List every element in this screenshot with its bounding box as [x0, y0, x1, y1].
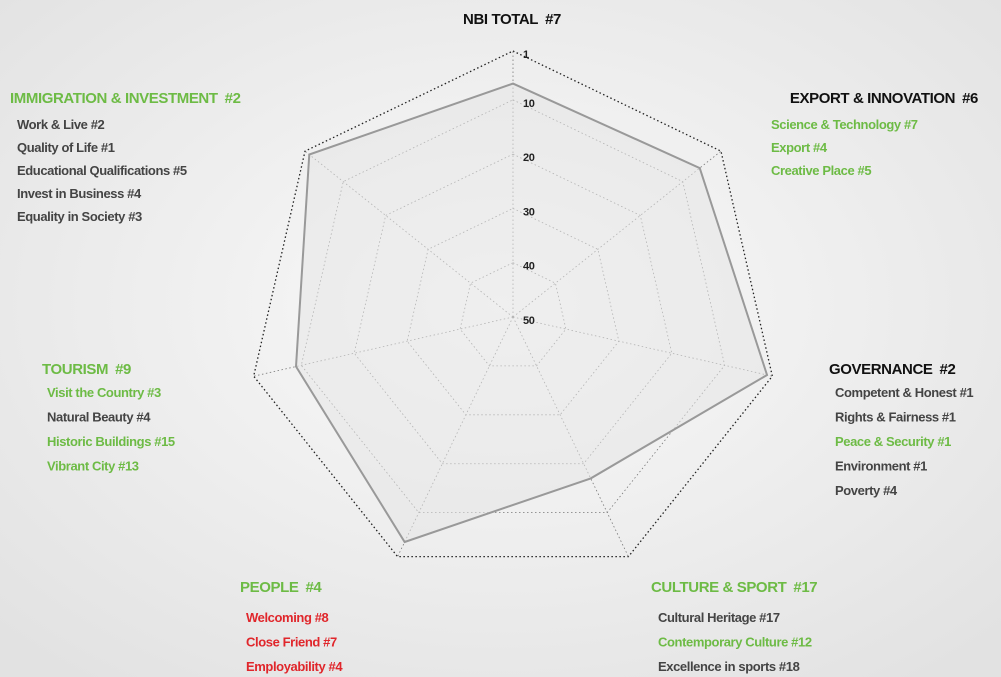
category-label: TOURISM #9 — [42, 361, 131, 378]
sub-item: Work & Live #2 — [17, 117, 105, 132]
sub-item: Natural Beauty #4 — [47, 410, 151, 425]
sub-item: Excellence in sports #18 — [658, 659, 800, 674]
rank-area — [294, 82, 769, 544]
category-rank: #7 — [545, 11, 561, 28]
sub-item: Export #4 — [771, 140, 828, 155]
category-name: CULTURE & SPORT — [651, 579, 787, 596]
sub-item: Poverty #4 — [835, 483, 898, 498]
category-name: EXPORT & INNOVATION — [790, 90, 955, 107]
sub-item: Creative Place #5 — [771, 163, 871, 178]
category-name: PEOPLE — [240, 579, 299, 596]
category-label: IMMIGRATION & INVESTMENT #2 — [10, 90, 241, 107]
category-rank: #2 — [225, 90, 241, 107]
sub-item: Equality in Society #3 — [17, 209, 142, 224]
sub-item: Visit the Country #3 — [47, 385, 161, 400]
sub-item: Cultural Heritage #17 — [658, 610, 780, 625]
category-label: PEOPLE #4 — [240, 579, 322, 596]
sub-item: Vibrant City #13 — [47, 459, 139, 474]
category-name: NBI TOTAL — [463, 11, 538, 28]
sub-item: Close Friend #7 — [246, 635, 337, 650]
sub-item: Science & Technology #7 — [771, 117, 918, 132]
sub-item: Rights & Fairness #1 — [835, 410, 956, 425]
sub-item: Welcoming #8 — [246, 610, 329, 625]
sub-item: Competent & Honest #1 — [835, 385, 973, 400]
category-rank: #9 — [115, 361, 131, 378]
sub-item: Invest in Business #4 — [17, 186, 142, 201]
category-rank: #17 — [793, 579, 817, 596]
category-label: EXPORT & INNOVATION #6 — [790, 90, 978, 107]
category-name: TOURISM — [42, 361, 108, 378]
sub-item: Peace & Security #1 — [835, 434, 951, 449]
category-label: NBI TOTAL #7 — [463, 11, 561, 28]
sub-item: Quality of Life #1 — [17, 140, 115, 155]
sub-item: Environment #1 — [835, 459, 927, 474]
sub-item: Contemporary Culture #12 — [658, 635, 812, 650]
category-name: GOVERNANCE — [829, 361, 933, 378]
category-label: CULTURE & SPORT #17 — [651, 579, 817, 596]
tick-label: 20 — [523, 152, 535, 164]
tick-label: 10 — [523, 98, 535, 110]
tick-label: 50 — [523, 315, 535, 327]
tick-label: 40 — [523, 261, 535, 273]
category-rank: #4 — [305, 579, 322, 596]
sub-item: Employability #4 — [246, 659, 343, 674]
category-rank: #2 — [940, 361, 956, 378]
sub-item: Educational Qualifications #5 — [17, 163, 187, 178]
sub-item: Historic Buildings #15 — [47, 434, 175, 449]
tick-label: 1 — [523, 49, 529, 61]
category-name: IMMIGRATION & INVESTMENT — [10, 90, 218, 107]
grid-ring — [252, 50, 774, 558]
category-label: GOVERNANCE #2 — [829, 361, 955, 378]
tick-label: 30 — [523, 206, 535, 218]
category-rank: #6 — [962, 90, 978, 107]
